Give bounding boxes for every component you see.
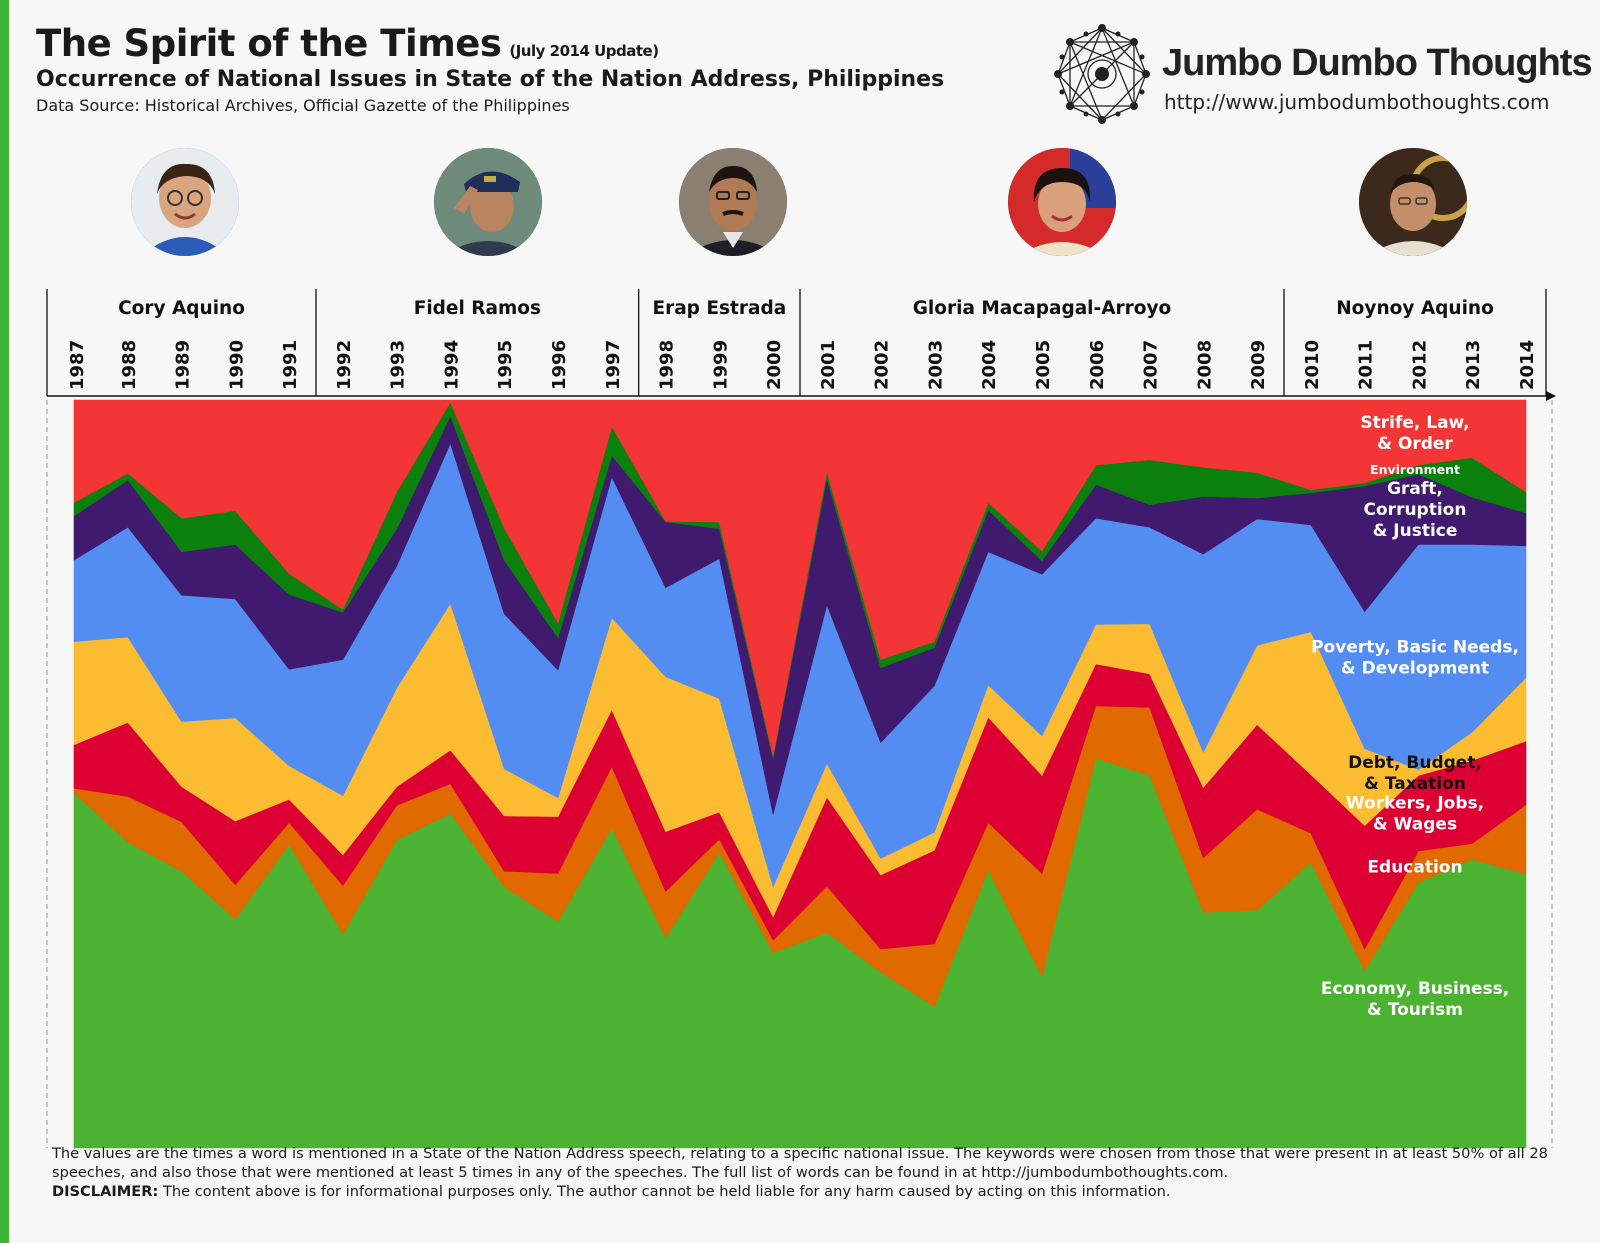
series-label-2: Workers, Jobs, & Wages — [1346, 794, 1484, 835]
series-label-line: Economy, Business, — [1321, 979, 1509, 999]
series-label-line: Poverty, Basic Needs, — [1311, 637, 1519, 657]
series-label-line: Debt, Budget, — [1348, 753, 1482, 773]
president-name: Erap Estrada — [652, 298, 786, 319]
president-name: Noynoy Aquino — [1336, 298, 1494, 319]
year-tick-label: 2008 — [1194, 340, 1215, 390]
year-tick-label: 2003 — [925, 340, 946, 390]
brand-name: Jumbo Dumbo Thoughts — [1162, 42, 1593, 84]
area-series-7 — [73, 399, 1527, 757]
disclaimer-text: The content above is for informational p… — [163, 1183, 1171, 1200]
year-tick-label: 1990 — [226, 340, 247, 390]
footer-note: The values are the times a word is menti… — [52, 1144, 1552, 1201]
series-label-line: & Order — [1377, 434, 1453, 454]
year-tick-label: 2000 — [764, 340, 785, 390]
year-tick-label: 1991 — [280, 340, 301, 390]
year-tick-label: 2014 — [1517, 340, 1538, 390]
header: The Spirit of the Times (July 2014 Update… — [36, 22, 944, 115]
year-tick-label: 1993 — [388, 340, 409, 390]
left-accent-bar — [0, 0, 9, 1243]
series-label-5: Graft, Corruption & Justice — [1364, 479, 1467, 541]
series-label-line: & Justice — [1373, 521, 1458, 541]
portrait-fidel-ramos — [434, 148, 542, 256]
series-label-1: Education — [1367, 858, 1462, 878]
portrait-cory-aquino — [131, 148, 239, 256]
series-label-line: & Tourism — [1367, 1000, 1463, 1020]
series-label-line: & Wages — [1373, 815, 1457, 835]
year-tick-label: 2010 — [1302, 340, 1323, 390]
year-tick-label: 1999 — [710, 340, 731, 390]
year-tick-label: 1989 — [173, 340, 194, 390]
year-tick-label: 1987 — [67, 340, 88, 390]
series-label-4: Poverty, Basic Needs, & Development — [1311, 637, 1519, 678]
year-tick-label: 2006 — [1087, 340, 1108, 390]
president-name: Fidel Ramos — [414, 298, 541, 319]
update-note: (July 2014 Update) — [509, 42, 659, 60]
year-tick-label: 2005 — [1033, 340, 1054, 390]
series-label-line: Graft, — [1387, 479, 1443, 499]
series-label-line: & Development — [1341, 658, 1489, 678]
series-label-6: Environment — [1370, 462, 1460, 477]
series-label-line: Corruption — [1364, 500, 1467, 520]
series-label-line: & Taxation — [1364, 774, 1466, 794]
president-name: Cory Aquino — [118, 298, 245, 319]
brand-url[interactable]: http://www.jumbodumbothoughts.com — [1164, 90, 1550, 114]
year-tick-label: 1997 — [603, 340, 624, 390]
timeline-arrow-icon — [1546, 391, 1556, 401]
year-tick-label: 2004 — [979, 340, 1000, 390]
year-tick-label: 1988 — [119, 340, 140, 390]
year-tick-label: 1996 — [549, 340, 570, 390]
year-tick-label: 2002 — [872, 340, 893, 390]
year-tick-label: 1994 — [441, 340, 462, 390]
disclaimer: DISCLAIMER: The content above is for inf… — [52, 1182, 1552, 1201]
year-tick-label: 2009 — [1248, 340, 1269, 390]
series-label-3: Debt, Budget, & Taxation — [1348, 753, 1482, 794]
year-tick-label: 2007 — [1141, 340, 1162, 390]
series-label-7: Strife, Law, & Order — [1360, 413, 1469, 454]
data-source: Data Source: Historical Archives, Offici… — [36, 96, 570, 115]
president-name: Gloria Macapagal-Arroyo — [913, 298, 1172, 319]
chart-title: The Spirit of the Times (July 2014 Update… — [36, 22, 944, 65]
title-text: The Spirit of the Times — [36, 22, 502, 65]
chart-subtitle: Occurrence of National Issues in State o… — [36, 67, 945, 92]
portrait-noynoy-aquino — [1359, 148, 1467, 256]
year-tick-label: 2013 — [1463, 340, 1484, 390]
year-tick-label: 1992 — [334, 340, 355, 390]
year-tick-label: 2011 — [1356, 340, 1377, 390]
year-tick-label: 1998 — [657, 340, 678, 390]
methodology-note: The values are the times a word is menti… — [52, 1145, 1548, 1181]
year-tick-label: 2012 — [1409, 340, 1430, 390]
disclaimer-label: DISCLAIMER: — [52, 1183, 159, 1200]
series-label-0: Economy, Business, & Tourism — [1321, 979, 1509, 1020]
series-label-line: Education — [1367, 858, 1462, 878]
series-label-line: Strife, Law, — [1360, 413, 1469, 433]
brand: Jumbo Dumbo Thoughts http://www.jumbodum… — [1052, 22, 1593, 132]
year-tick-label: 2001 — [818, 340, 839, 390]
series-label-line: Workers, Jobs, — [1346, 794, 1484, 814]
year-tick-label: 1995 — [495, 340, 516, 390]
network-logo-icon — [1054, 24, 1150, 124]
series-label-line: Environment — [1370, 462, 1460, 477]
